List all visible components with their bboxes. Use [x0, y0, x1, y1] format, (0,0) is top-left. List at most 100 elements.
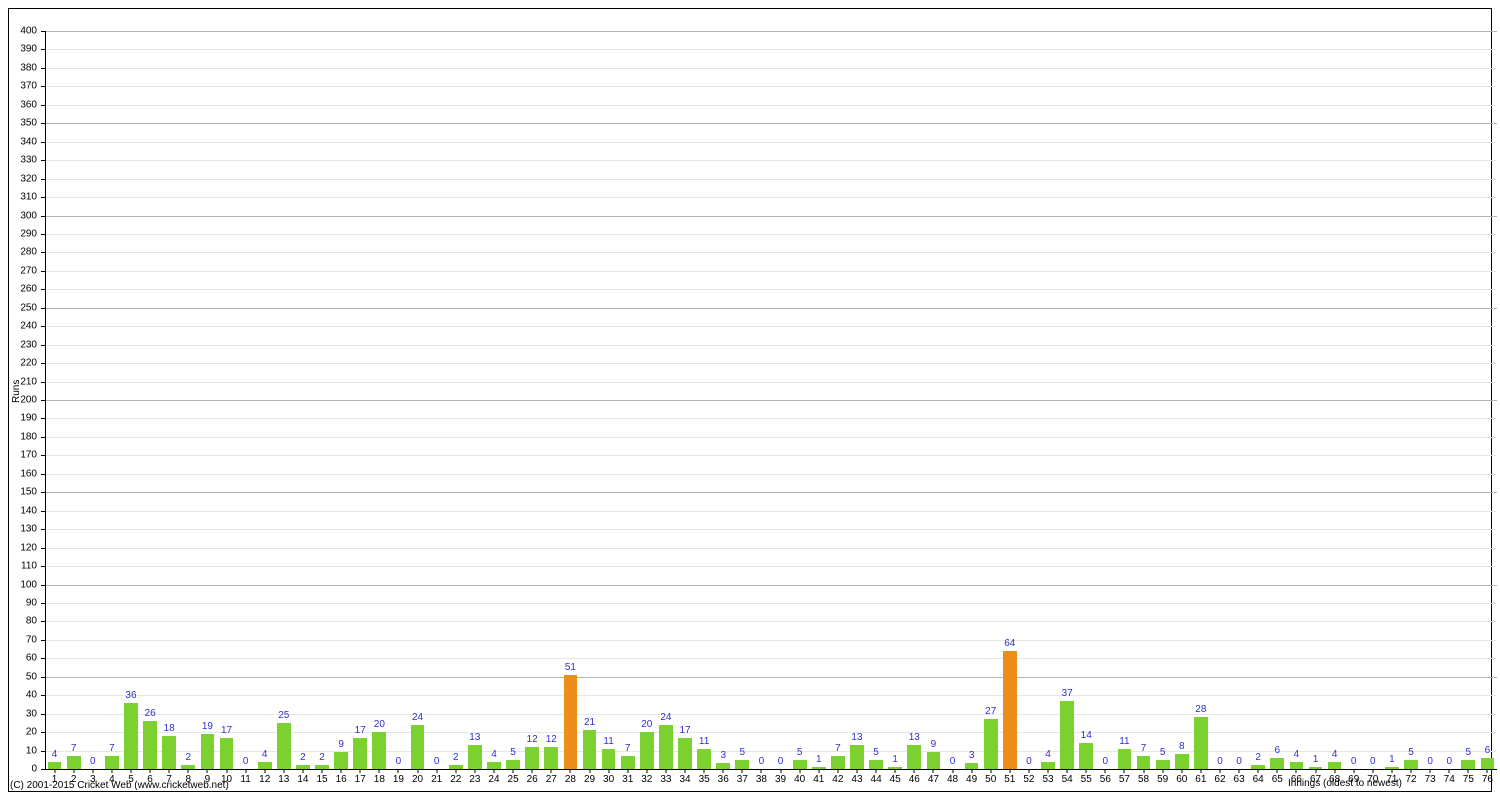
x-tick-label: 17 — [355, 774, 366, 785]
bar-value-label: 13 — [851, 732, 862, 743]
x-tick-mark — [837, 769, 838, 773]
x-tick-mark — [1468, 769, 1469, 773]
x-tick-mark — [455, 769, 456, 773]
gridline — [45, 585, 1497, 586]
x-tick-mark — [1048, 769, 1049, 773]
x-tick-mark — [1067, 769, 1068, 773]
bar-value-label: 4 — [1332, 749, 1338, 760]
x-tick-label: 49 — [966, 774, 977, 785]
y-tick-label: 290 — [11, 228, 37, 239]
bar — [277, 723, 291, 769]
bar-value-label: 7 — [835, 743, 841, 754]
bar-value-label: 12 — [546, 734, 557, 745]
bar-value-label: 17 — [679, 725, 690, 736]
x-tick-mark — [685, 769, 686, 773]
x-tick-label: 27 — [546, 774, 557, 785]
x-tick-mark — [1219, 769, 1220, 773]
bar-value-label: 5 — [510, 747, 516, 758]
x-tick-mark — [417, 769, 418, 773]
y-tick-label: 400 — [11, 26, 37, 37]
x-tick-mark — [1124, 769, 1125, 773]
bar-value-label: 25 — [278, 710, 289, 721]
bar-value-label: 5 — [740, 747, 746, 758]
bar-value-label: 17 — [221, 725, 232, 736]
bar — [640, 732, 654, 769]
bar — [697, 749, 711, 769]
y-tick-label: 360 — [11, 99, 37, 110]
x-tick-label: 25 — [508, 774, 519, 785]
y-tick-label: 250 — [11, 302, 37, 313]
y-tick-label: 270 — [11, 265, 37, 276]
bar — [162, 736, 176, 769]
bar-value-label: 1 — [892, 754, 898, 765]
bar-value-label: 2 — [319, 752, 325, 763]
gridline — [45, 123, 1497, 124]
x-tick-label: 43 — [851, 774, 862, 785]
y-tick-label: 280 — [11, 247, 37, 258]
gridline — [45, 252, 1497, 253]
x-tick-mark — [1277, 769, 1278, 773]
gridline — [45, 658, 1497, 659]
x-tick-label: 19 — [393, 774, 404, 785]
x-tick-mark — [761, 769, 762, 773]
y-tick-label: 40 — [11, 690, 37, 701]
bar-value-label: 2 — [1255, 752, 1261, 763]
y-tick-label: 220 — [11, 358, 37, 369]
y-tick-label: 100 — [11, 579, 37, 590]
y-tick-label: 160 — [11, 468, 37, 479]
gridline — [45, 695, 1497, 696]
x-tick-label: 33 — [660, 774, 671, 785]
bar-value-label: 18 — [164, 723, 175, 734]
x-tick-mark — [130, 769, 131, 773]
x-axis-title: Innings (oldest to newest) — [1288, 778, 1402, 789]
x-tick-label: 50 — [985, 774, 996, 785]
x-tick-label: 11 — [240, 774, 250, 785]
bar-value-label: 4 — [262, 749, 268, 760]
x-tick-label: 41 — [813, 774, 824, 785]
x-tick-mark — [302, 769, 303, 773]
x-tick-mark — [92, 769, 93, 773]
bar — [1461, 760, 1475, 769]
bar-value-label: 6 — [1485, 745, 1491, 756]
x-axis-line — [45, 769, 1497, 770]
bar — [602, 749, 616, 769]
bar — [1194, 717, 1208, 769]
x-tick-mark — [990, 769, 991, 773]
bar — [984, 719, 998, 769]
gridline — [45, 234, 1497, 235]
bar-value-label: 2 — [186, 752, 192, 763]
bar-value-label: 17 — [355, 725, 366, 736]
gridline — [45, 197, 1497, 198]
x-tick-label: 52 — [1023, 774, 1034, 785]
y-tick-label: 340 — [11, 136, 37, 147]
x-tick-label: 32 — [641, 774, 652, 785]
y-tick-label: 140 — [11, 505, 37, 516]
bar-value-label: 24 — [412, 712, 423, 723]
x-tick-mark — [513, 769, 514, 773]
bar-value-label: 2 — [300, 752, 306, 763]
bar-value-label: 11 — [699, 736, 709, 747]
y-tick-label: 50 — [11, 671, 37, 682]
x-tick-label: 75 — [1463, 774, 1474, 785]
x-tick-mark — [474, 769, 475, 773]
y-tick-label: 80 — [11, 616, 37, 627]
y-tick-label: 0 — [11, 764, 37, 775]
gridline — [45, 179, 1497, 180]
x-tick-mark — [73, 769, 74, 773]
bar-value-label: 19 — [202, 721, 213, 732]
x-tick-label: 35 — [699, 774, 710, 785]
bar-value-label: 27 — [985, 706, 996, 717]
x-tick-mark — [914, 769, 915, 773]
bar — [831, 756, 845, 769]
bar-value-label: 1 — [1389, 754, 1395, 765]
gridline — [45, 677, 1497, 678]
x-tick-mark — [436, 769, 437, 773]
y-tick-label: 30 — [11, 708, 37, 719]
y-tick-label: 20 — [11, 727, 37, 738]
bar — [1137, 756, 1151, 769]
bar — [105, 756, 119, 769]
bar-value-label: 13 — [909, 732, 920, 743]
x-tick-mark — [551, 769, 552, 773]
x-tick-mark — [742, 769, 743, 773]
gridline — [45, 418, 1497, 419]
